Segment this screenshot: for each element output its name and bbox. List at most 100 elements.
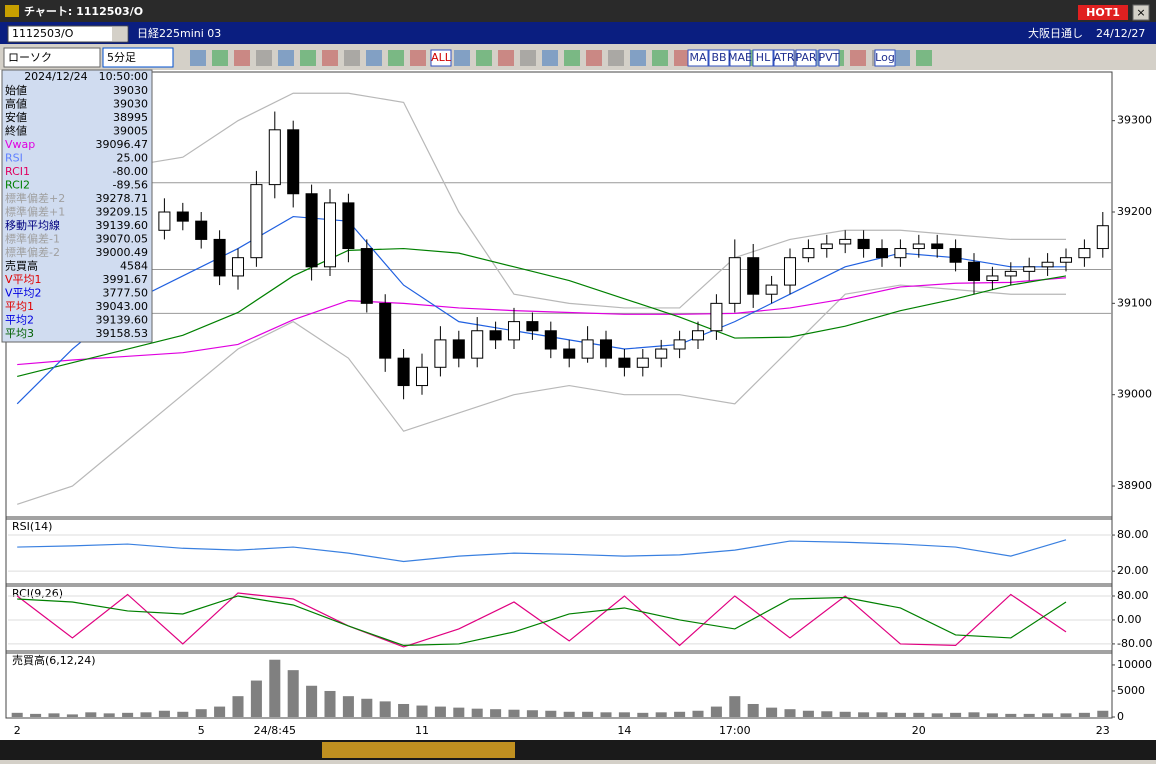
- series-line: [17, 247, 1067, 378]
- info-label: 標準偏差-2: [5, 245, 60, 259]
- close-button[interactable]: [1132, 4, 1150, 21]
- candle-body: [176, 211, 189, 222]
- panel-frame: [5, 516, 1113, 587]
- volume-bar: [122, 712, 134, 717]
- interval: 5分足: [107, 51, 136, 64]
- volume-bar: [214, 706, 226, 717]
- info-value: 38995: [113, 111, 148, 124]
- toolbar-icon[interactable]: [256, 50, 272, 66]
- toolbar-icon[interactable]: [630, 50, 646, 66]
- volume-bar: [508, 709, 520, 717]
- toolbar-icon[interactable]: [344, 50, 360, 66]
- app-icon: [5, 5, 19, 17]
- toolbar-icon[interactable]: [300, 50, 316, 66]
- series-line: [16, 215, 1066, 405]
- toolbar-icon[interactable]: [652, 50, 668, 66]
- volume-bar: [729, 696, 741, 717]
- volume-bar: [342, 696, 354, 717]
- candle-body: [360, 248, 373, 304]
- toolbar-icon[interactable]: [476, 50, 492, 66]
- info-value: 39030: [113, 98, 148, 111]
- volume-bar: [747, 703, 759, 717]
- logo-text: HOT1: [1086, 6, 1120, 19]
- x-tick-label: 5: [198, 724, 205, 737]
- toolbar-icon[interactable]: [498, 50, 514, 66]
- series-line: [17, 92, 1066, 309]
- y-tick-label: 39300: [1117, 114, 1152, 127]
- interval-select[interactable]: [102, 47, 174, 68]
- toolbar-icon[interactable]: [366, 50, 382, 66]
- volume-bar: [913, 712, 925, 717]
- y-tick-label: 39000: [1117, 388, 1152, 401]
- toolbar-icon[interactable]: [234, 50, 250, 66]
- candle-body: [820, 243, 833, 250]
- toolbar-button[interactable]: [430, 49, 452, 67]
- toolbar-icon[interactable]: [564, 50, 580, 66]
- toolbar-button-label: ATR: [773, 51, 794, 64]
- info-value: 39005: [113, 125, 148, 138]
- toolbar-icon[interactable]: [410, 50, 426, 66]
- volume-bar: [563, 711, 575, 717]
- y-tick-label: 39200: [1117, 205, 1152, 218]
- toolbar-button[interactable]: [795, 49, 817, 67]
- candle-body: [471, 330, 484, 359]
- toolbar-icon[interactable]: [322, 50, 338, 66]
- toolbar-button[interactable]: [818, 49, 840, 67]
- toolbar-icon[interactable]: [454, 50, 470, 66]
- info-label: Vwap: [5, 138, 35, 151]
- chart-area: [0, 70, 1156, 740]
- toolbar-icon[interactable]: [542, 50, 558, 66]
- volume-bar: [324, 690, 336, 717]
- volume-bar: [986, 713, 998, 717]
- candle-body: [1078, 248, 1091, 259]
- info-label: 売買高: [5, 259, 38, 273]
- toolbar-icon[interactable]: [894, 50, 910, 66]
- y-tick-label: 80.00: [1117, 528, 1149, 541]
- volume-bar: [177, 711, 189, 717]
- toolbar-button[interactable]: [708, 49, 730, 67]
- toolbar-icon[interactable]: [388, 50, 404, 66]
- toolbar-icon[interactable]: [916, 50, 932, 66]
- toolbar-icon[interactable]: [850, 50, 866, 66]
- toolbar-icon[interactable]: [674, 50, 690, 66]
- y-tick-label: 0.00: [1117, 613, 1142, 626]
- toolbar-button[interactable]: [687, 49, 709, 67]
- y-tick-label: -80.00: [1117, 637, 1152, 650]
- candle-body: [544, 330, 557, 350]
- volume-bar: [1078, 712, 1090, 717]
- info-value: 39278.71: [96, 192, 149, 205]
- chart-type-select[interactable]: [3, 47, 101, 68]
- scrollbar[interactable]: [0, 740, 1156, 760]
- info-value: -89.56: [113, 179, 148, 192]
- x-tick-label: 14: [617, 724, 631, 737]
- toolbar-button[interactable]: [729, 49, 751, 67]
- volume-bar: [766, 707, 778, 717]
- volume-bar: [434, 706, 446, 717]
- x-tick-label: 20: [912, 724, 926, 737]
- candle-body: [857, 238, 870, 250]
- toolbar-icon[interactable]: [278, 50, 294, 66]
- volume-bar: [1005, 713, 1017, 717]
- volume-bar: [140, 712, 152, 717]
- toolbar-icon[interactable]: [212, 50, 228, 66]
- toolbar-button[interactable]: [752, 49, 774, 67]
- volume-bar: [618, 712, 630, 717]
- scroll-thumb[interactable]: [322, 742, 515, 758]
- symbol-box[interactable]: [7, 25, 129, 43]
- toolbar-icon[interactable]: [520, 50, 536, 66]
- toolbar-icon[interactable]: [608, 50, 624, 66]
- window-title: チャート: 1112503/O: [24, 5, 143, 18]
- toolbar-icon[interactable]: [190, 50, 206, 66]
- volume-bar: [306, 685, 318, 717]
- toolbar-button[interactable]: [773, 49, 795, 67]
- candle-body: [158, 211, 171, 231]
- toolbar-button[interactable]: [874, 49, 896, 67]
- volume-bar: [821, 711, 833, 717]
- toolbar-icon[interactable]: [586, 50, 602, 66]
- volume-bar: [784, 709, 796, 717]
- volume-bar: [600, 712, 612, 717]
- dropdown-button[interactable]: [112, 27, 127, 41]
- candle-body: [949, 248, 962, 263]
- info-value: 39000.49: [96, 246, 149, 259]
